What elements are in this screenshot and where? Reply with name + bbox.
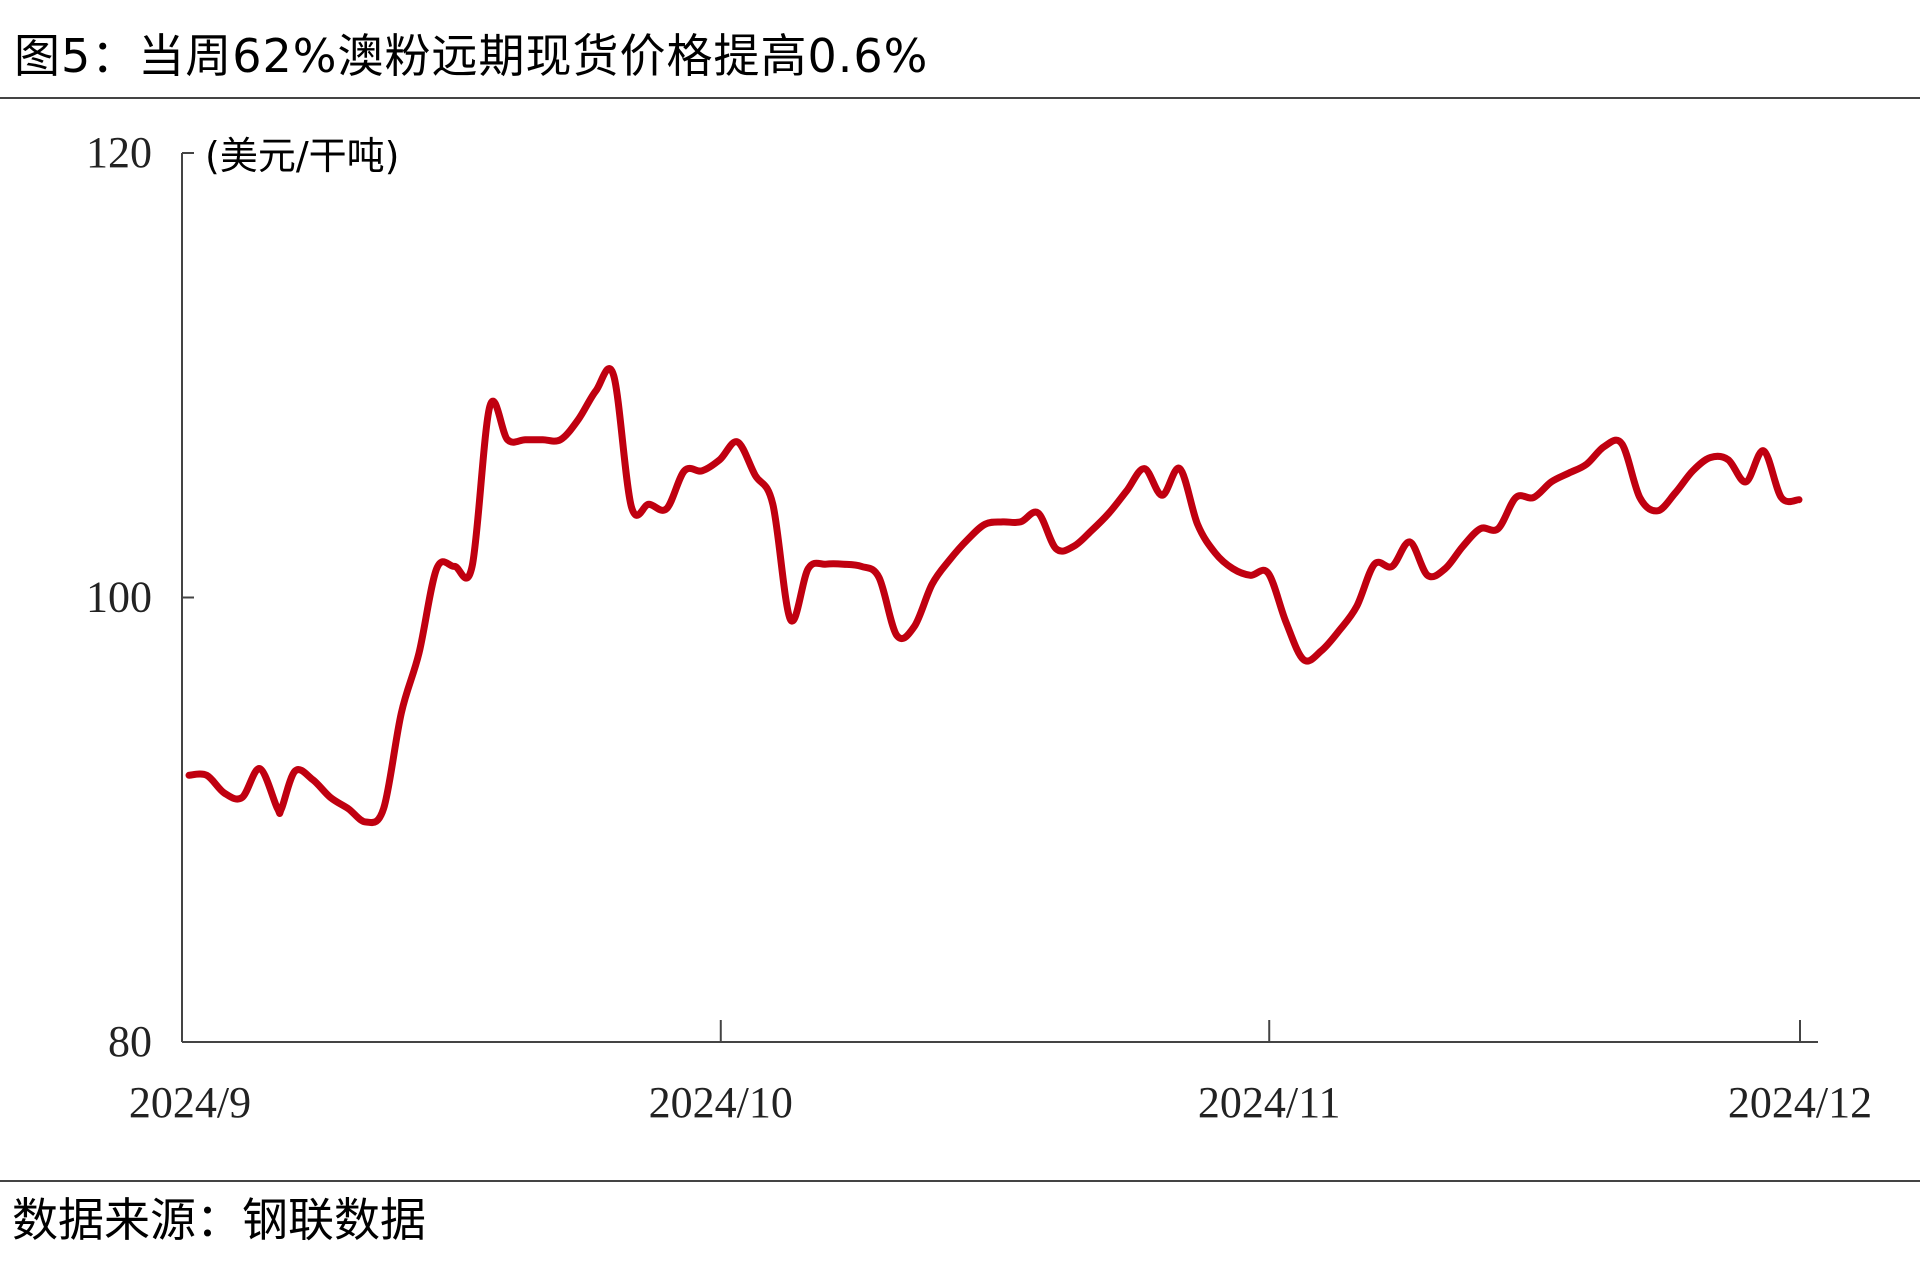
title-divider [0,97,1920,99]
figure-title: 图5：当周62%澳粉远期现货价格提高0.6% [14,29,929,83]
x-tick-label: 2024/12 [1728,1078,1872,1127]
source-divider [0,1180,1920,1182]
y-tick-label: 80 [108,1017,152,1066]
x-tick-label: 2024/10 [649,1078,793,1127]
x-axis-ticks: 2024/9 2024/10 2024/11 2024/12 [129,1020,1872,1127]
y-tick-label: 100 [86,573,152,622]
chart-canvas: 80 100 120 2024/9 2024/10 2024/11 2024/12 [86,128,1872,1127]
x-tick-label: 2024/11 [1198,1078,1341,1127]
series-line [185,365,1803,827]
y-axis-unit-label: (美元/干吨) [205,134,400,178]
y-axis-ticks: 80 100 120 [86,128,194,1066]
data-source: 数据来源：钢联数据 [12,1193,426,1247]
y-tick-label: 120 [86,128,152,177]
x-tick-label: 2024/9 [129,1078,251,1127]
line-chart: 80 100 120 2024/9 2024/10 2024/11 2024/12 [0,100,1920,1178]
